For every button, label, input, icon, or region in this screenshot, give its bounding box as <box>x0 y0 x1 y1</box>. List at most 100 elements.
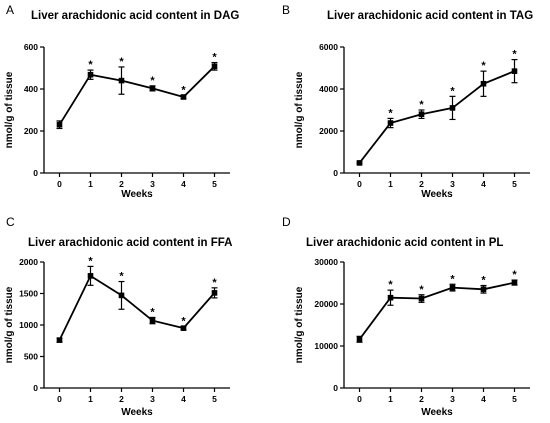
y-tick-label: 0 <box>33 168 38 178</box>
x-tick-label: 1 <box>388 179 393 189</box>
significance-marker: * <box>512 49 517 61</box>
data-point <box>480 286 487 293</box>
significance-marker: * <box>512 269 517 281</box>
panel-b: B Liver arachidonic acid content in TAG 0 2… <box>282 3 533 200</box>
x-tick-label: 0 <box>57 394 62 404</box>
x-axis-label: Weeks <box>421 189 453 200</box>
significance-marker: * <box>419 99 424 111</box>
data-point <box>418 111 425 117</box>
data-point <box>180 94 187 100</box>
significance-marker: * <box>419 284 424 296</box>
chart-title: Liver arachidonic acid content in TAG <box>327 10 533 22</box>
chart-title: Liver arachidonic acid content in PL <box>306 237 503 249</box>
x-tick-label: 3 <box>450 394 455 404</box>
data-point <box>87 71 94 78</box>
significance-marker: * <box>212 277 217 289</box>
x-tick-label: 0 <box>357 179 362 189</box>
significance-marker: * <box>119 56 124 68</box>
y-tick-label: 4000 <box>319 84 338 94</box>
y-tick-label: 2000 <box>319 126 338 136</box>
x-tick-label: 5 <box>212 394 217 404</box>
data-point <box>511 68 518 74</box>
y-tick-label: 0 <box>333 383 338 393</box>
data-point <box>180 325 187 331</box>
y-tick-label: 30000 <box>314 257 338 267</box>
y-tick-label: 6000 <box>319 42 338 52</box>
y-tick-label: 2000 <box>19 257 38 267</box>
significance-marker: * <box>388 107 393 119</box>
y-tick-label: 0 <box>33 383 38 393</box>
significance-marker: * <box>119 271 124 283</box>
data-point <box>149 85 156 92</box>
y-tick-label: 1000 <box>19 320 38 330</box>
panel-letter: C <box>6 215 15 229</box>
x-tick-label: 3 <box>150 394 155 404</box>
x-tick-label: 0 <box>57 179 62 189</box>
significance-marker: * <box>212 52 217 64</box>
x-tick-label: 0 <box>357 394 362 404</box>
data-point <box>118 292 125 299</box>
panel-letter: D <box>282 215 291 229</box>
x-tick-label: 2 <box>119 179 124 189</box>
data-point <box>480 80 487 87</box>
x-tick-label: 2 <box>419 179 424 189</box>
panel-c: C Liver arachidonic acid content in FFA 0 5… <box>4 215 232 418</box>
y-tick-label: 0 <box>333 168 338 178</box>
significance-marker: * <box>181 316 186 328</box>
significance-marker: * <box>450 85 455 97</box>
panel-letter: A <box>6 3 14 17</box>
y-axis-label: nmol/g of tissue <box>4 71 15 148</box>
x-tick-label: 3 <box>150 179 155 189</box>
x-tick-label: 5 <box>512 394 517 404</box>
data-point <box>149 317 156 324</box>
x-tick-label: 4 <box>181 394 186 404</box>
significance-marker: * <box>450 273 455 285</box>
x-tick-label: 1 <box>88 179 93 189</box>
data-point <box>449 105 456 111</box>
data-point <box>511 279 518 286</box>
significance-marker: * <box>388 279 393 291</box>
x-tick-label: 4 <box>481 394 486 404</box>
y-axis-label: nmol/g of tissue <box>294 286 305 363</box>
x-tick-label: 5 <box>212 179 217 189</box>
x-tick-label: 3 <box>450 179 455 189</box>
data-point <box>449 284 456 291</box>
series-line <box>358 70 515 164</box>
data-point <box>356 336 363 343</box>
data-point <box>356 160 363 166</box>
data-point <box>387 294 394 301</box>
data-point <box>56 121 63 128</box>
data-point <box>211 63 218 70</box>
chart-title: Liver arachidonic acid content in FFA <box>28 237 232 249</box>
significance-marker: * <box>150 306 155 318</box>
data-point <box>387 120 394 126</box>
x-axis-label: Weeks <box>121 189 153 200</box>
series-line <box>58 65 216 126</box>
y-tick-label: 600 <box>24 42 38 52</box>
y-axis-label: nmol/g of tissue <box>294 71 305 148</box>
y-tick-label: 1500 <box>19 289 38 299</box>
x-tick-label: 1 <box>388 394 393 404</box>
y-tick-label: 10000 <box>314 341 338 351</box>
significance-marker: * <box>181 84 186 96</box>
data-point <box>87 273 94 279</box>
y-tick-label: 500 <box>24 352 38 362</box>
panel-a: A Liver arachidonic acid content in DAG 0 2… <box>4 3 239 200</box>
significance-marker: * <box>481 60 486 72</box>
significance-marker: * <box>150 75 155 87</box>
data-point <box>211 290 218 296</box>
x-axis-label: Weeks <box>421 407 453 418</box>
data-point <box>418 295 425 302</box>
chart-title: Liver arachidonic acid content in DAG <box>31 10 239 22</box>
significance-marker: * <box>88 59 93 71</box>
y-tick-label: 200 <box>24 126 38 136</box>
x-tick-label: 4 <box>481 179 486 189</box>
x-tick-label: 4 <box>181 179 186 189</box>
x-tick-label: 2 <box>419 394 424 404</box>
significance-marker: * <box>88 255 93 267</box>
significance-marker: * <box>481 275 486 287</box>
data-point <box>56 337 63 343</box>
series-line <box>58 274 216 341</box>
